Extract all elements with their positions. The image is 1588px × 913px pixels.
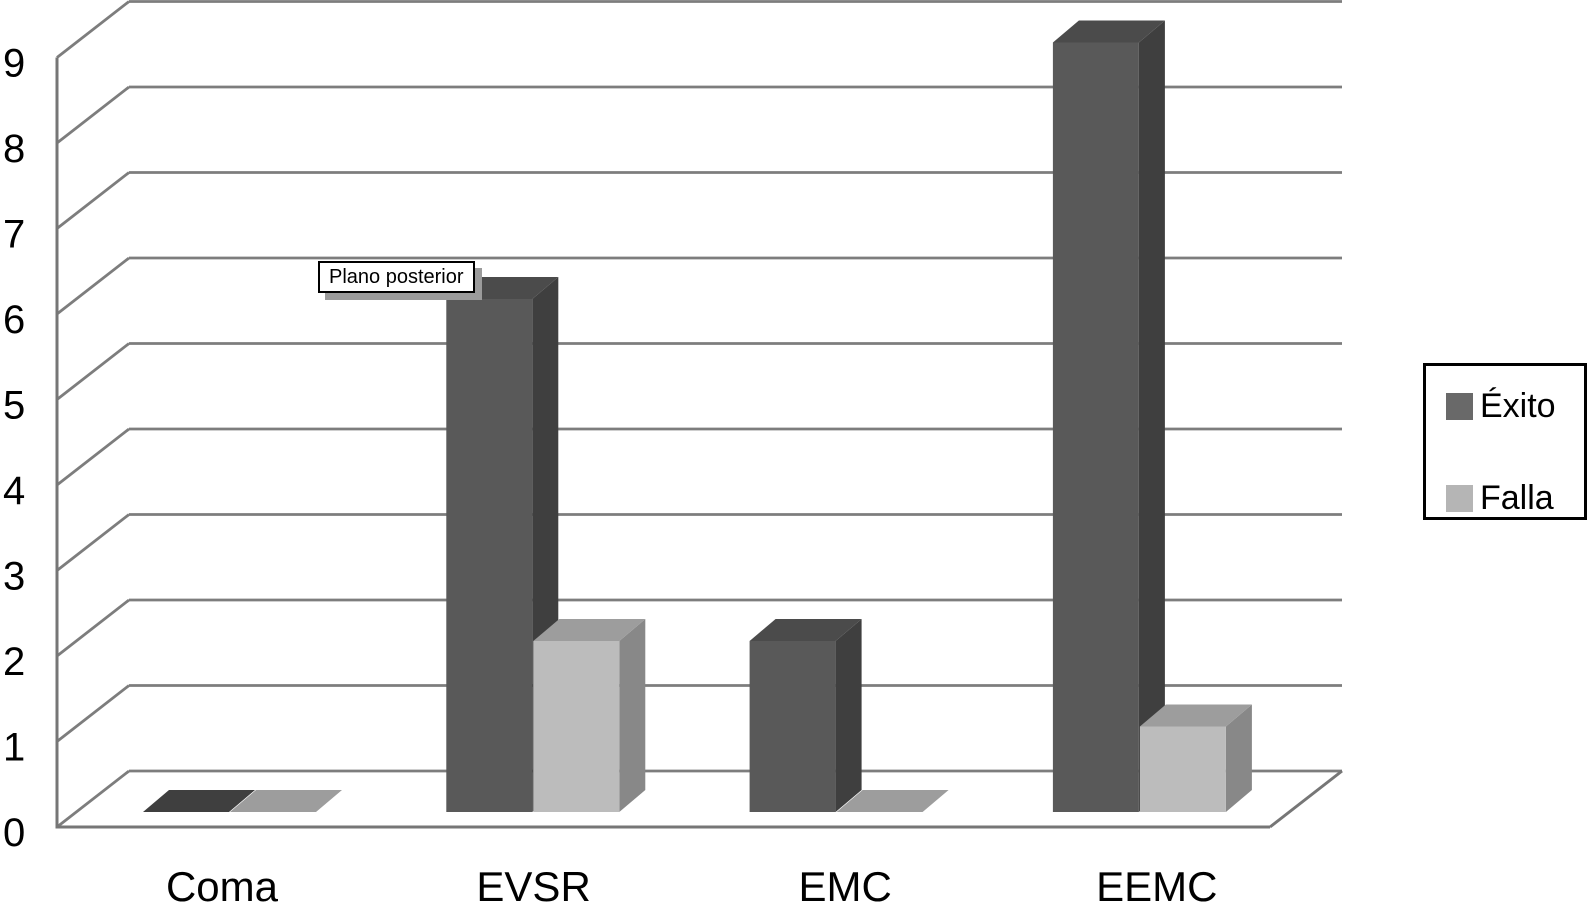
bar-falla-evsr-side [619, 619, 646, 812]
x-axis-label-emc: EMC [799, 863, 892, 910]
tooltip-text: Plano posterior [329, 265, 464, 288]
y-gridline-diagonal-1 [56, 684, 130, 743]
bar-exito-emc-front [749, 641, 836, 812]
bar-falla-eemc-top [1139, 704, 1252, 727]
y-axis-label-7: 7 [3, 213, 25, 257]
legend-swatch-falla-icon [1446, 484, 1473, 512]
legend-item-exito: Éxito [1446, 389, 1584, 423]
y-axis-label-9: 9 [3, 42, 25, 86]
y-gridline-diagonal-7 [56, 171, 130, 230]
y-axis-label-0: 0 [3, 811, 25, 855]
y-gridline-diagonal-4 [56, 427, 130, 487]
legend-swatch-exito-icon [1446, 392, 1473, 420]
y-gridline-diagonal-9 [56, 0, 130, 59]
y-gridline-diagonal-2 [56, 598, 130, 658]
legend-label-exito: Éxito [1480, 387, 1556, 425]
tooltip: Plano posterior [318, 261, 475, 293]
floor-right-edge [1269, 769, 1343, 829]
x-axis-label-evsr: EVSR [476, 863, 590, 910]
y-axis-label-2: 2 [3, 640, 25, 684]
y-axis-label-6: 6 [3, 298, 25, 342]
legend-label-falla: Falla [1480, 479, 1554, 517]
bar-exito-emc-top [749, 619, 862, 641]
bar-exito-coma-flat [143, 790, 255, 812]
y-gridline-diagonal-6 [56, 256, 130, 316]
y-gridline-diagonal-8 [56, 85, 130, 145]
bar-falla-eemc-side [1225, 704, 1252, 812]
y-axis-label-8: 8 [3, 127, 25, 171]
bar-exito-evsr-front [446, 299, 533, 812]
bar-exito-emc-side [835, 619, 862, 812]
y-gridline-diagonal-3 [56, 513, 130, 572]
bar-falla-evsr-top [533, 619, 646, 641]
bar-falla-evsr-front [533, 641, 620, 812]
y-gridline-diagonal-0 [56, 769, 130, 829]
bar-falla-eemc-front [1139, 726, 1226, 812]
x-axis-label-coma: Coma [166, 863, 279, 910]
y-gridline-diagonal-5 [56, 342, 130, 401]
legend: Éxito Falla [1423, 363, 1587, 520]
x-axis-label-eemc: EEMC [1096, 863, 1217, 910]
bar-falla-coma-flat [230, 790, 342, 812]
bar-falla-emc-flat [836, 790, 949, 812]
legend-item-falla: Falla [1446, 481, 1584, 515]
y-axis-label-5: 5 [3, 384, 25, 428]
y-axis-label-4: 4 [3, 469, 25, 513]
bar-exito-eemc-side [1138, 20, 1165, 812]
y-axis-label-3: 3 [3, 555, 25, 599]
bar-exito-eemc-top [1052, 20, 1165, 43]
y-axis-label-1: 1 [3, 726, 25, 770]
bar-exito-eemc-front [1052, 42, 1139, 812]
